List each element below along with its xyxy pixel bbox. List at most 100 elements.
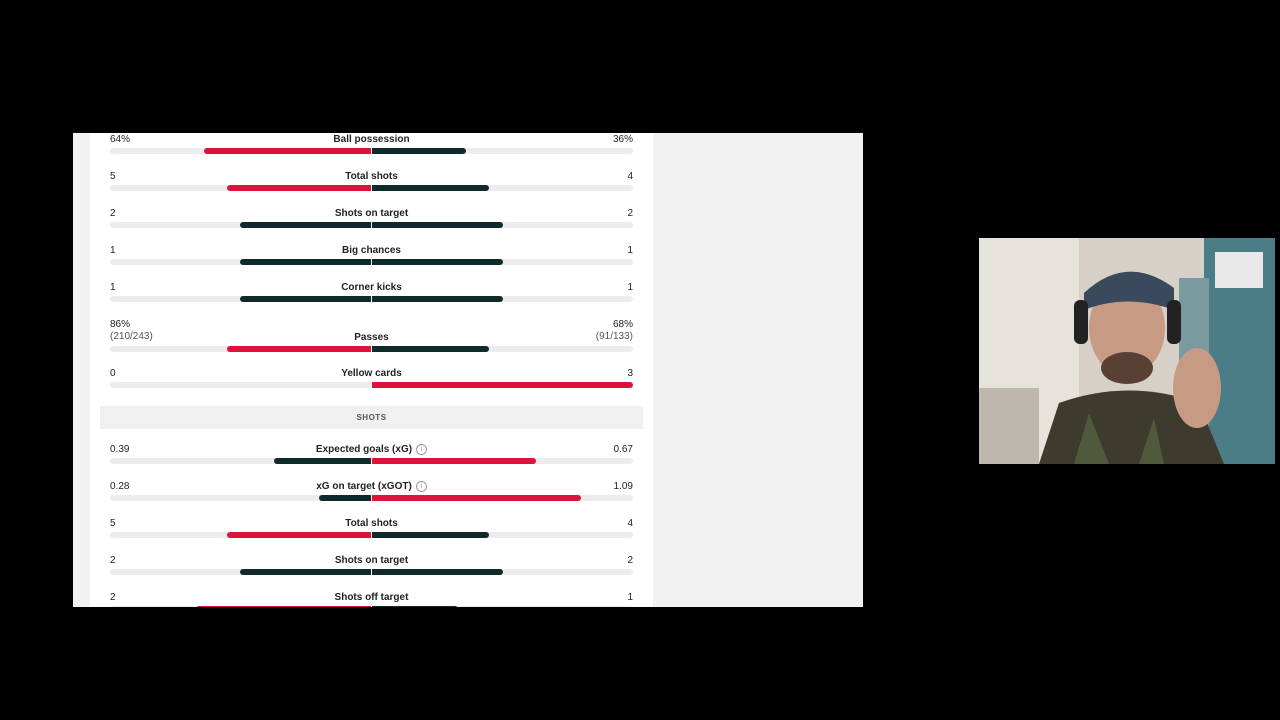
stat-row: 1 Big chances 1	[110, 245, 633, 275]
comparison-bar	[110, 569, 633, 575]
bar-track-away	[372, 346, 633, 352]
stat-label: Yellow cards	[341, 368, 402, 379]
bar-track-away	[372, 148, 633, 154]
bar-fill-away	[372, 382, 633, 388]
stat-row: 2 Shots off target 1	[110, 592, 633, 607]
match-statistics-panel: 64% Ball possession 36% 5 Total shots 4 2 Shots…	[90, 133, 653, 607]
bar-track-home	[110, 458, 371, 464]
bar-track-away	[372, 606, 633, 607]
bar-track-home	[110, 382, 371, 388]
away-value: 4	[627, 518, 633, 529]
bar-fill-home	[204, 148, 371, 154]
stat-label: Shots on target	[334, 555, 409, 566]
away-value: 68%	[612, 319, 633, 330]
stat-label: Ball possession	[333, 134, 410, 145]
info-icon[interactable]: i	[416, 444, 428, 455]
bar-fill-away	[372, 606, 458, 607]
bar-fill-home	[227, 185, 371, 191]
away-value: 3	[627, 368, 633, 379]
comparison-bar	[110, 259, 633, 265]
comparison-bar	[110, 532, 633, 538]
stat-label: Shots on target	[334, 208, 409, 219]
streamer-webcam-image	[979, 238, 1275, 464]
home-value: 64%	[110, 134, 131, 145]
stat-row: 2 Shots on target 2	[110, 555, 633, 585]
stat-row: 2 Shots on target 2	[110, 208, 633, 238]
comparison-bar	[110, 458, 633, 464]
home-value: 86%	[110, 319, 131, 330]
bar-fill-away	[372, 495, 581, 501]
bar-track-away	[372, 532, 633, 538]
away-value: 36%	[612, 134, 633, 145]
home-value: 2	[110, 208, 116, 219]
info-icon[interactable]: i	[415, 481, 427, 492]
stat-row: 1 Corner kicks 1	[110, 282, 633, 312]
stat-row: 0.28 xG on target (xGOT) i 1.09	[110, 481, 633, 511]
away-value: 1	[627, 592, 633, 603]
comparison-bar	[110, 495, 633, 501]
stat-label: Passes	[354, 332, 389, 343]
stat-label: Shots off target	[334, 592, 409, 603]
home-value: 0.28	[110, 481, 130, 492]
away-value: 1	[627, 245, 633, 256]
bar-fill-home	[240, 222, 371, 228]
away-value: 4	[627, 171, 633, 182]
stat-row: 0.39 Expected goals (xG) i 0.67	[110, 444, 633, 474]
webcam-overlay	[979, 238, 1275, 464]
home-value: 2	[110, 592, 116, 603]
bar-fill-home	[240, 296, 371, 302]
bar-fill-home	[227, 532, 371, 538]
comparison-bar	[110, 148, 633, 154]
bar-fill-away	[372, 569, 503, 575]
comparison-bar	[110, 222, 633, 228]
bar-fill-home	[240, 259, 371, 265]
stat-label: xG on target (xGOT) i	[110, 481, 633, 493]
bar-fill-away	[372, 222, 503, 228]
stat-label: Total shots	[345, 518, 398, 529]
bar-fill-away	[372, 532, 489, 538]
stat-row: 86% Passes 68% (210/243) (91/133)	[110, 319, 633, 352]
stat-row: 64% Ball possession 36%	[110, 134, 633, 164]
home-sub-value: (210/243)	[110, 331, 153, 342]
stat-row: 5 Total shots 4	[110, 518, 633, 548]
stat-label: Corner kicks	[341, 282, 402, 293]
comparison-bar	[110, 606, 633, 607]
stat-label: Total shots	[345, 171, 398, 182]
comparison-bar	[110, 382, 633, 388]
bar-fill-away	[372, 296, 503, 302]
stat-row: 5 Total shots 4	[110, 171, 633, 201]
bar-fill-home	[274, 458, 371, 464]
comparison-bar	[110, 346, 633, 352]
bar-track-home	[110, 495, 371, 501]
bar-fill-away	[372, 259, 503, 265]
bar-fill-away	[372, 148, 466, 154]
bar-fill-away	[372, 458, 536, 464]
stat-row: 0 Yellow cards 3	[110, 368, 633, 398]
stat-label: Big chances	[342, 245, 401, 256]
home-value: 2	[110, 555, 116, 566]
away-value: 1	[627, 282, 633, 293]
away-value: 1.09	[613, 481, 633, 492]
comparison-bar	[110, 296, 633, 302]
bar-fill-away	[372, 185, 489, 191]
comparison-bar	[110, 185, 633, 191]
home-value: 1	[110, 282, 116, 293]
home-value: 1	[110, 245, 116, 256]
away-value: 2	[627, 555, 633, 566]
bar-track-away	[372, 185, 633, 191]
away-value: 2	[627, 208, 633, 219]
browser-viewport: 64% Ball possession 36% 5 Total shots 4 2 Shots…	[73, 133, 863, 607]
away-sub-value: (91/133)	[595, 331, 633, 342]
section-header-shots: SHOTS	[100, 406, 643, 429]
bar-fill-home	[227, 346, 371, 352]
stat-label: Expected goals (xG) i	[110, 444, 633, 456]
bar-fill-home	[196, 606, 371, 607]
home-value: 5	[110, 518, 116, 529]
home-value: 0.39	[110, 444, 130, 455]
home-value: 5	[110, 171, 116, 182]
bar-fill-away	[372, 346, 489, 352]
away-value: 0.67	[613, 444, 633, 455]
bar-fill-home	[240, 569, 371, 575]
home-value: 0	[110, 368, 116, 379]
bar-fill-home	[319, 495, 371, 501]
